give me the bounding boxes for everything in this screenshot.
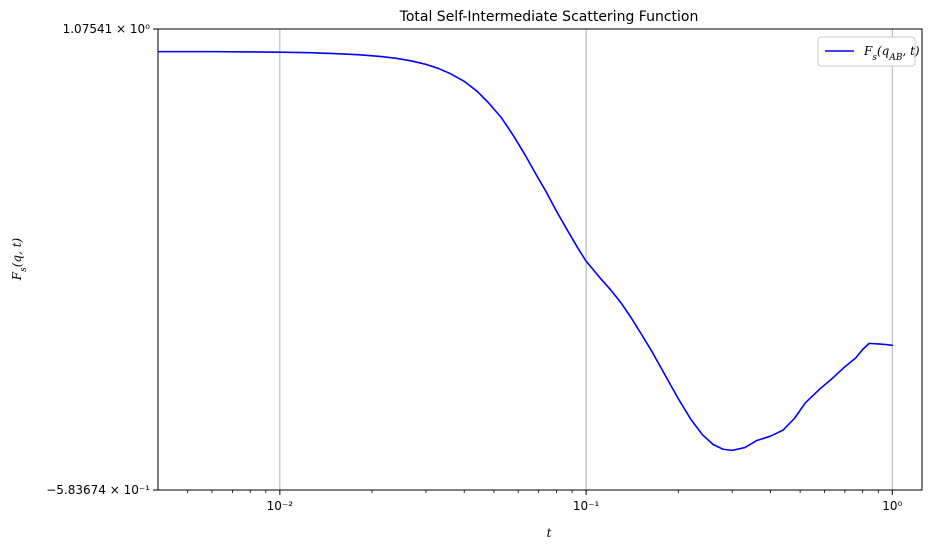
legend-entry-label: Fs(qAB, t): [863, 44, 920, 63]
x-tick-label: 10⁰: [882, 499, 902, 513]
legend: Fs(qAB, t): [817, 36, 920, 67]
y-axis-label: Fs(q, t): [10, 237, 29, 281]
y-tick-label: −5.83674 × 10⁻¹: [46, 483, 150, 497]
series-layer: [157, 50, 894, 452]
series-line: [157, 50, 894, 452]
x-tick-label: 10⁻¹: [573, 499, 600, 513]
tick-layer: 10⁻² 10⁻¹ 10⁰ 1.07541 × 10⁰ −5.83674 × 10⁻¹: [46, 22, 902, 513]
chart-title: Total Self-Intermediate Scattering Funct…: [399, 9, 699, 25]
x-tick-label: 10⁻²: [267, 499, 294, 513]
plot-area-frame: [157, 28, 923, 491]
y-tick-label: 1.07541 × 10⁰: [63, 22, 151, 36]
legend-box: [817, 36, 916, 67]
grid-layer: [279, 29, 893, 490]
x-axis-label: t: [547, 526, 552, 540]
